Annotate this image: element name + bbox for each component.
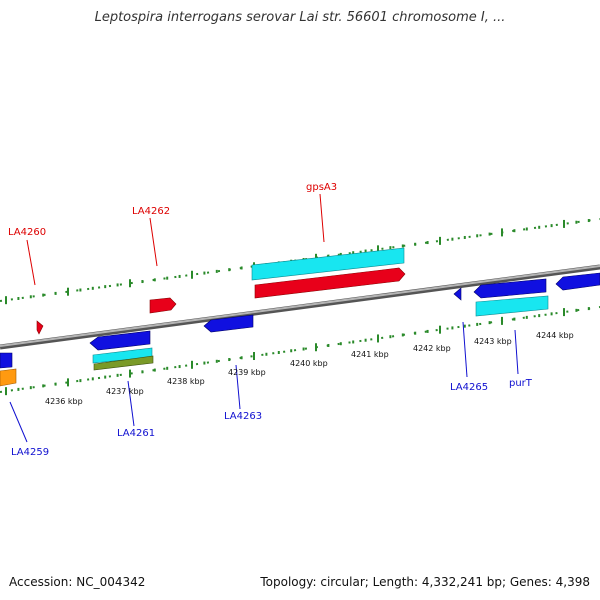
ruler-label: 4242 kbp <box>413 344 451 353</box>
gene-LA4261-olive[interactable] <box>93 355 154 371</box>
map-title: Leptospira interrogans serovar Lai str. … <box>94 10 506 25</box>
gene-LA4259-orange[interactable] <box>0 368 17 387</box>
gene-LA4259-arrow[interactable] <box>0 352 13 369</box>
gene-label-LA4265[interactable]: LA4265 <box>450 382 488 393</box>
ruler-label: 4236 kbp <box>45 397 83 406</box>
ruler-label: 4244 kbp <box>536 331 574 340</box>
gene-purT-arrow[interactable] <box>473 278 547 299</box>
gene-label-purT[interactable]: purT <box>509 378 533 389</box>
gene-gpsA3-arrow[interactable] <box>254 267 406 299</box>
gene-right-edge-arrow[interactable] <box>555 272 600 291</box>
forward-gene-labels: LA4260 LA4262 gpsA3 <box>8 182 337 238</box>
gene-label-LA4261[interactable]: LA4261 <box>117 428 155 439</box>
ruler-label: 4239 kbp <box>228 368 266 377</box>
gene-LA4261-arrow[interactable] <box>89 330 151 351</box>
gene-gpsA3-rna[interactable] <box>251 247 405 281</box>
gene-purT-rna[interactable] <box>475 295 549 317</box>
ruler-labels: 4236 kbp 4237 kbp 4238 kbp 4239 kbp 4240… <box>45 331 574 406</box>
ruler-label: 4237 kbp <box>106 387 144 396</box>
forward-genes <box>36 247 406 335</box>
gene-LA4260-arrow[interactable] <box>36 320 44 335</box>
gene-label-LA4260[interactable]: LA4260 <box>8 227 46 238</box>
ruler-label: 4238 kbp <box>167 377 205 386</box>
gene-label-gpsA3[interactable]: gpsA3 <box>306 182 337 193</box>
backbone <box>0 264 600 350</box>
label-connectors <box>9 193 519 443</box>
gene-label-LA4259[interactable]: LA4259 <box>11 447 49 458</box>
gene-LA4262-arrow[interactable] <box>149 297 177 314</box>
reverse-genes <box>0 272 600 387</box>
gene-label-LA4263[interactable]: LA4263 <box>224 411 262 422</box>
gene-LA4263-arrow[interactable] <box>203 314 254 333</box>
topology-text: Topology: circular; Length: 4,332,241 bp… <box>260 575 590 589</box>
reverse-gene-labels: LA4259 LA4261 LA4263 LA4265 purT <box>11 378 533 458</box>
gene-LA4265-arrow[interactable] <box>453 287 462 301</box>
accession-text: Accession: NC_004342 <box>9 575 146 589</box>
ruler-label: 4243 kbp <box>474 337 512 346</box>
ruler-label: 4240 kbp <box>290 359 328 368</box>
ruler-label: 4241 kbp <box>351 350 389 359</box>
reverse-ruler <box>0 306 600 396</box>
gene-label-LA4262[interactable]: LA4262 <box>132 206 170 217</box>
